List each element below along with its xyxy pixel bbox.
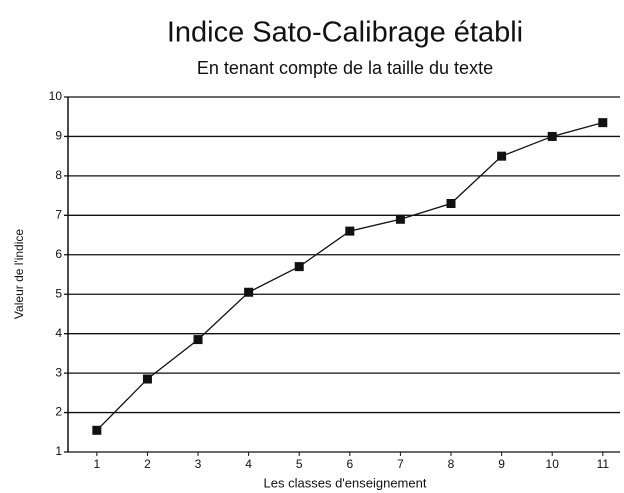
y-tick-label: 7 [55, 208, 62, 222]
y-axis-label: Valeur de l'indice [12, 229, 26, 319]
y-tick-label: 2 [55, 405, 62, 419]
marker [294, 262, 304, 272]
marker [395, 214, 405, 224]
marker [142, 374, 152, 384]
x-tick-label: 9 [498, 457, 505, 471]
marker [92, 425, 102, 435]
x-tick-label: 10 [546, 457, 560, 471]
y-tick-label: 8 [55, 168, 62, 182]
marker [446, 199, 456, 208]
x-tick-label: 5 [296, 457, 303, 471]
x-tick-label: 3 [195, 457, 202, 471]
marker [547, 131, 557, 141]
x-tick-label: 8 [448, 457, 455, 471]
x-tick-label: 4 [245, 457, 252, 471]
chart-title: Indice Sato-Calibrage établi [167, 17, 523, 49]
x-tick-label: 1 [93, 457, 100, 471]
x-axis-label: Les classes d'enseignement [264, 475, 427, 490]
y-tick-label: 3 [55, 365, 62, 379]
chart-subtitle: En tenant compte de la taille du texte [197, 58, 493, 78]
marker [193, 335, 203, 345]
y-tick-label: 4 [55, 326, 62, 340]
x-tick-label: 7 [397, 457, 404, 471]
y-tick-label: 6 [55, 247, 62, 261]
y-tick-label: 1 [55, 444, 62, 458]
y-tick-label: 5 [55, 286, 62, 300]
x-tick-label: 2 [144, 457, 151, 471]
marker [244, 287, 254, 297]
y-tick-label: 9 [55, 129, 62, 143]
marker [345, 226, 355, 236]
y-tick-label: 10 [49, 89, 63, 103]
x-tick-label: 6 [346, 457, 353, 471]
marker [598, 118, 608, 128]
line [96, 122, 603, 431]
x-tick-label: 11 [597, 457, 610, 471]
marker [497, 151, 507, 161]
